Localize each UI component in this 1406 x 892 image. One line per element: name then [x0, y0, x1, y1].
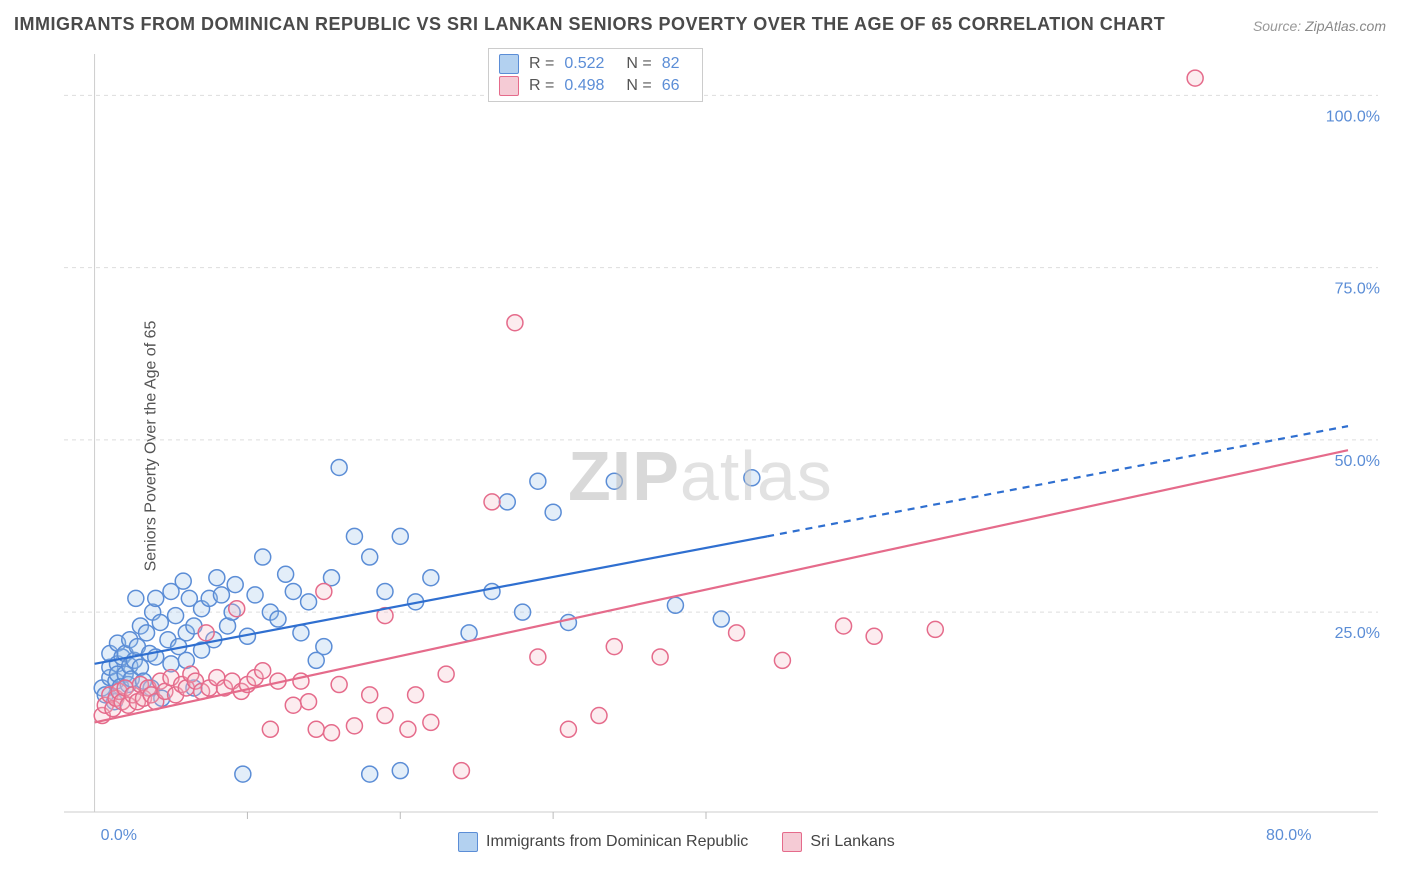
r-value: 0.498: [564, 77, 604, 95]
svg-text:75.0%: 75.0%: [1335, 281, 1380, 298]
svg-text:0.0%: 0.0%: [101, 827, 137, 844]
n-label: N =: [626, 77, 651, 95]
legend-item-series1: Immigrants from Dominican Republic: [458, 832, 748, 852]
chart-container: Seniors Poverty Over the Age of 65 25.0%…: [48, 46, 1388, 846]
legend-swatch-blue: [499, 54, 519, 74]
n-value: 66: [662, 77, 680, 95]
r-label: R =: [529, 77, 554, 95]
svg-text:25.0%: 25.0%: [1335, 625, 1380, 642]
source-attribution: Source: ZipAtlas.com: [1253, 18, 1386, 34]
legend-item-series2: Sri Lankans: [782, 832, 895, 852]
legend-swatch-blue: [458, 832, 478, 852]
svg-text:80.0%: 80.0%: [1266, 827, 1311, 844]
series-legend: Immigrants from Dominican Republic Sri L…: [458, 832, 895, 852]
n-value: 82: [662, 55, 680, 73]
correlation-legend: R = 0.522 N = 82 R = 0.498 N = 66: [488, 48, 703, 102]
legend-swatch-pink: [782, 832, 802, 852]
svg-text:100.0%: 100.0%: [1326, 108, 1380, 125]
legend-swatch-pink: [499, 76, 519, 96]
r-label: R =: [529, 55, 554, 73]
r-value: 0.522: [564, 55, 604, 73]
scatter-plot-svg: 25.0% 50.0% 75.0% 100.0% 0.0% 80.0%: [58, 46, 1388, 876]
chart-title: IMMIGRANTS FROM DOMINICAN REPUBLIC VS SR…: [14, 14, 1165, 35]
svg-text:50.0%: 50.0%: [1335, 453, 1380, 470]
series1-name: Immigrants from Dominican Republic: [486, 833, 748, 851]
series2-name: Sri Lankans: [810, 833, 895, 851]
legend-row-series2: R = 0.498 N = 66: [499, 75, 692, 97]
source-value: ZipAtlas.com: [1305, 18, 1386, 34]
source-label: Source:: [1253, 18, 1301, 34]
n-label: N =: [626, 55, 651, 73]
legend-row-series1: R = 0.522 N = 82: [499, 53, 692, 75]
